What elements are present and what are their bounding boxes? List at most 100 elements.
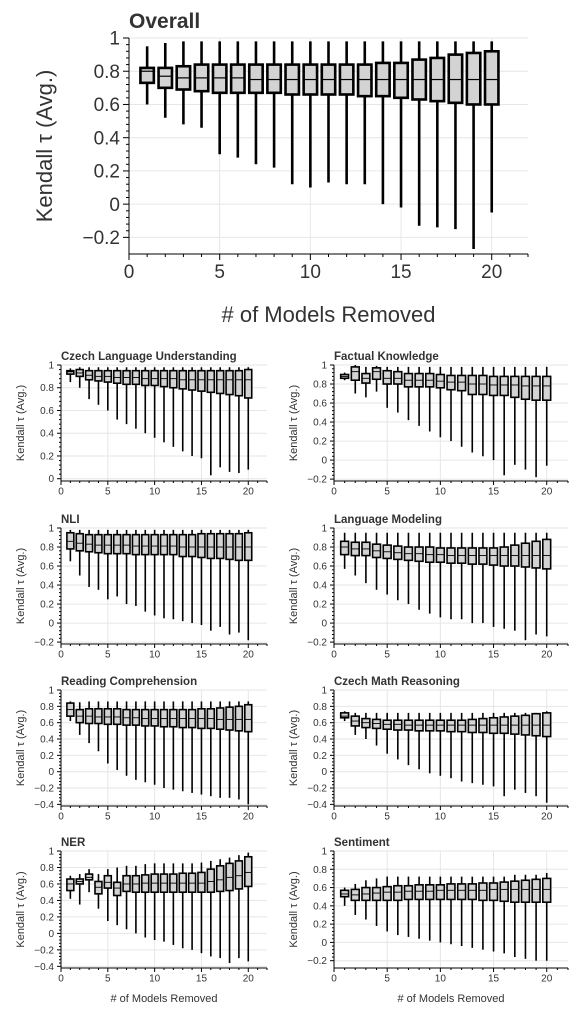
box-6 — [393, 712, 403, 760]
box-10 — [435, 876, 446, 943]
box-2 — [75, 874, 84, 905]
box-4 — [94, 529, 103, 590]
iqr-box — [169, 369, 178, 389]
panel-title: Factual Knowledge — [334, 351, 439, 363]
iqr-box — [206, 369, 216, 394]
box-13 — [356, 41, 373, 185]
iqr-box — [456, 883, 467, 901]
box-3 — [84, 701, 94, 744]
y-tick-label: 1 — [48, 686, 54, 697]
y-tick-label: 0.8 — [40, 702, 54, 713]
box-20 — [483, 41, 500, 213]
iqr-box — [187, 533, 197, 558]
box-4 — [371, 712, 382, 746]
y-tick-label: 1 — [321, 847, 327, 858]
iqr-box — [229, 63, 246, 95]
x-tick-label: 10 — [435, 487, 447, 498]
box-15 — [393, 41, 410, 208]
box-4 — [193, 41, 210, 128]
box-3 — [361, 532, 371, 584]
box-10 — [435, 532, 446, 618]
box-9 — [141, 864, 150, 938]
iqr-box — [414, 884, 424, 901]
box-16 — [499, 532, 509, 629]
x-tick-label: 0 — [58, 650, 64, 661]
box-9 — [424, 532, 435, 614]
x-tick-label: 20 — [243, 487, 255, 498]
y-tick-label: 0.4 — [313, 901, 327, 912]
x-tick-label: 0 — [58, 812, 64, 823]
iqr-box — [478, 374, 488, 396]
box-16 — [206, 529, 216, 631]
box-3 — [84, 529, 94, 587]
box-12 — [456, 712, 467, 782]
y-axis-label: Kendall τ (Avg.) — [15, 710, 27, 786]
box-15 — [488, 532, 499, 627]
panel-title: NLI — [61, 514, 80, 526]
y-tick-label: −0.2 — [307, 638, 327, 649]
box-20 — [541, 711, 552, 803]
panel-7: −0.4−0.200.20.40.60.810 5 10 15 20NERKendall… — [15, 837, 268, 1005]
iqr-box — [103, 533, 113, 555]
iqr-box — [94, 369, 103, 382]
box-15 — [197, 367, 206, 459]
box-7 — [403, 366, 414, 421]
x-tick-label: 10 — [149, 487, 161, 498]
iqr-box — [197, 532, 206, 559]
iqr-box — [215, 865, 225, 893]
y-tick-label: −0.4 — [34, 800, 54, 811]
iqr-box — [447, 53, 464, 105]
x-tick-label: 0 — [124, 262, 135, 283]
box-1 — [66, 875, 75, 899]
box-3 — [175, 41, 192, 125]
y-tick-label: 0.2 — [40, 912, 54, 923]
panel-title: Sentiment — [334, 837, 390, 849]
x-tick-label: 20 — [541, 974, 553, 985]
box-4 — [94, 701, 103, 752]
box-10 — [435, 366, 446, 438]
box-8 — [414, 532, 424, 610]
box-2 — [75, 529, 84, 576]
box-18 — [225, 857, 234, 964]
box-4 — [371, 878, 382, 926]
box-6 — [112, 701, 122, 771]
y-tick-label: −0.2 — [34, 945, 54, 956]
box-11 — [446, 876, 456, 945]
iqr-box — [197, 369, 206, 392]
iqr-box — [467, 883, 478, 901]
y-tick-label: 0 — [321, 456, 327, 467]
y-tick-label: 0.2 — [40, 751, 54, 762]
box-10 — [150, 863, 159, 940]
iqr-box — [520, 375, 531, 401]
y-axis-label: Kendall τ (Avg.) — [288, 385, 300, 461]
x-tick-label: 0 — [331, 974, 337, 985]
box-14 — [478, 366, 488, 457]
iqr-box — [206, 868, 216, 893]
box-8 — [131, 701, 141, 780]
box-5 — [103, 529, 113, 600]
y-tick-label: 0.6 — [40, 406, 54, 417]
y-axis-label: Kendall τ (Avg.) — [288, 871, 300, 947]
iqr-box — [157, 66, 174, 90]
x-tick-label: 15 — [196, 487, 208, 498]
y-axis-label: Kendall τ (Avg.) — [15, 871, 27, 947]
x-tick-label: 5 — [214, 262, 225, 283]
x-tick-label: 20 — [243, 974, 255, 985]
box-19 — [531, 366, 541, 478]
iqr-box — [393, 884, 403, 902]
iqr-box — [488, 882, 499, 902]
box-19 — [531, 712, 541, 797]
iqr-box — [112, 881, 122, 897]
box-8 — [266, 41, 283, 168]
x-tick-label: 0 — [58, 974, 64, 985]
y-axis-label: Kendall τ (Avg.) — [288, 710, 300, 786]
iqr-box — [520, 542, 531, 568]
box-17 — [510, 712, 520, 790]
x-tick-label: 10 — [435, 650, 447, 661]
box-18 — [520, 712, 531, 793]
box-20 — [244, 701, 253, 805]
box-13 — [467, 712, 478, 784]
y-tick-label: 0.8 — [313, 380, 327, 391]
iqr-box — [187, 369, 197, 391]
